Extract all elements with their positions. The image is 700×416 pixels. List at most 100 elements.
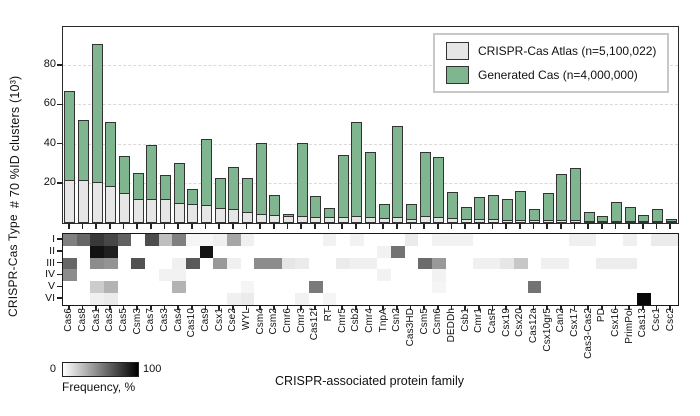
generated-swatch-icon xyxy=(446,66,469,85)
x-tick-label-text: Cas1 xyxy=(90,308,102,332)
heatmap-cell-V-Cas12a xyxy=(527,281,542,294)
heatmap-cell-VI-Csx17 xyxy=(568,293,583,305)
heatmap-cell-VI-Cas10 xyxy=(186,293,200,305)
atlas-segment xyxy=(269,215,281,223)
heatmap-cell-III-Cmr5 xyxy=(336,257,350,270)
x-tick-label-text: Csc2 xyxy=(664,308,676,332)
x-tick-label-text: Cse2 xyxy=(227,308,239,332)
heatmap-cell-II-Csx16 xyxy=(609,245,624,258)
heatmap-cell-IV-Can2 xyxy=(555,269,569,282)
heatmap-cell-IV-CasR xyxy=(486,269,501,282)
bar-x-tick xyxy=(314,223,316,229)
heatmap-cell-III-Cas13 xyxy=(637,257,651,270)
bar-x-tick xyxy=(204,223,207,229)
x-tick-label-Csm4: Csm4 xyxy=(254,308,266,386)
heatmap-cell-V-Can2 xyxy=(555,281,569,294)
bar-Csm4 xyxy=(255,143,267,223)
heatmap-cell-VI-TnpA xyxy=(377,293,391,305)
bar-RT xyxy=(324,208,335,223)
bar-x-tick xyxy=(136,223,138,229)
gridline xyxy=(63,65,678,67)
heatmap-cell-II-Cmr5 xyxy=(336,245,350,258)
x-tick-label-text: Csm3 xyxy=(131,308,143,335)
heatmap-cell-III-Cmr1 xyxy=(473,257,487,270)
bar-Cas3HD xyxy=(406,204,417,223)
heatmap-x-tick xyxy=(437,305,439,310)
bar-x-tick xyxy=(519,223,521,229)
bar-x-tick xyxy=(423,223,425,229)
x-tick-label-text: Cmr3 xyxy=(295,308,307,333)
atlas-segment xyxy=(283,216,294,223)
x-tick-label-Cas13: Cas13 xyxy=(637,308,649,386)
heatmap-cell-II-RT xyxy=(322,245,337,258)
atlas-segment xyxy=(296,216,308,223)
row-label-V: V xyxy=(47,280,55,293)
generated-segment xyxy=(556,174,568,221)
bar-Cmr5 xyxy=(337,155,349,223)
heatmap-x-tick xyxy=(95,305,97,310)
heatmap-x-tick xyxy=(327,305,330,310)
heatmap-cell-III-Csm5 xyxy=(418,257,432,270)
heatmap-cell-II-Cas12a xyxy=(527,245,542,258)
heatmap-cell-I-Cas12a xyxy=(527,234,542,246)
heatmap-x-tick xyxy=(519,305,521,310)
atlas-segment xyxy=(201,205,212,223)
generated-segment xyxy=(474,197,486,220)
colorbar-max-label: 100 xyxy=(143,363,162,375)
heatmap-x-tick xyxy=(81,305,84,310)
heatmap-cell-V-Cse2 xyxy=(227,281,241,294)
heatmap-cell-IV-Cas1 xyxy=(90,269,104,282)
heatmap-cell-VI-Cse2 xyxy=(227,293,241,305)
row-label-IV: IV xyxy=(45,268,55,281)
x-tick-label-text: Csn2 xyxy=(391,308,403,332)
x-tick-label-text: Can2 xyxy=(555,308,567,333)
bar-Cas10 xyxy=(187,189,199,223)
x-tick-label-text: Cas7 xyxy=(145,308,157,332)
heatmap-x-tick xyxy=(122,305,125,310)
legend: CRISPR-Cas Atlas (n=5,100,022) Generated… xyxy=(433,33,669,93)
x-tick-label-text: Cmr4 xyxy=(364,308,375,333)
bar-Csx16 xyxy=(611,202,622,223)
heatmap-cell-VI-Cmr6 xyxy=(281,293,296,305)
atlas-segment xyxy=(173,203,185,223)
heatmap-x-tick xyxy=(560,305,562,310)
atlas-segment xyxy=(406,219,417,223)
heatmap-cell-I-Csx17 xyxy=(568,234,583,246)
heatmap-y-tick xyxy=(56,261,62,264)
heatmap-y-axis-title: CRISPR-Cas Type xyxy=(6,214,20,317)
heatmap-cell-II-Csx17 xyxy=(568,245,583,258)
heatmap-cell-IV-Cas13 xyxy=(637,269,651,282)
heatmap-cell-IV-Cmr4 xyxy=(363,269,378,282)
x-tick-label-Csx20: Csx20 xyxy=(514,308,526,386)
heatmap-cell-I-WYL xyxy=(240,234,255,246)
heatmap-cell-IV-Cas2 xyxy=(104,269,118,282)
heatmap-cell-I-Csb2 xyxy=(350,234,364,246)
heatmap-cell-I-Cas4 xyxy=(172,234,186,246)
heatmap-cell-I-Csx10gr5 xyxy=(541,234,555,246)
generated-segment xyxy=(488,195,499,220)
atlas-segment xyxy=(433,217,445,223)
heatmap-cell-III-Cas3-Cas2 xyxy=(582,257,596,270)
atlas-segment xyxy=(638,221,650,223)
heatmap-cell-III-Csx10gr5 xyxy=(541,257,555,270)
heatmap-cell-III-Cas10 xyxy=(186,257,200,270)
bar-Cas3-Cas2 xyxy=(583,212,595,223)
heatmap-cell-IV-Cmr5 xyxy=(336,269,350,282)
heatmap-cell-I-Cas13 xyxy=(637,234,651,246)
heatmap-cell-I-Csc1 xyxy=(650,234,665,246)
heatmap-cell-I-Cse2 xyxy=(227,234,241,246)
generated-segment xyxy=(228,167,240,210)
x-tick-label-text: Csb1 xyxy=(459,308,471,332)
heatmap-cell-V-Cas9 xyxy=(199,281,214,294)
heatmap-cell-I-Cmr3 xyxy=(295,234,309,246)
heatmap-cell-I-Cas6 xyxy=(63,234,77,246)
heatmap-cell-IV-Cse2 xyxy=(227,269,241,282)
x-tick-label-text: Cas12a xyxy=(528,308,539,344)
heatmap-cell-V-Cas10 xyxy=(186,281,200,294)
heatmap-cell-VI-Cas7 xyxy=(145,293,159,305)
atlas-segment xyxy=(228,209,240,223)
heatmap-cell-IV-Csm3 xyxy=(131,269,145,282)
heatmap-cell-III-Cas2 xyxy=(104,257,118,270)
heatmap-cell-III-Csb1 xyxy=(459,257,473,270)
bar-Cmr6 xyxy=(283,214,294,223)
